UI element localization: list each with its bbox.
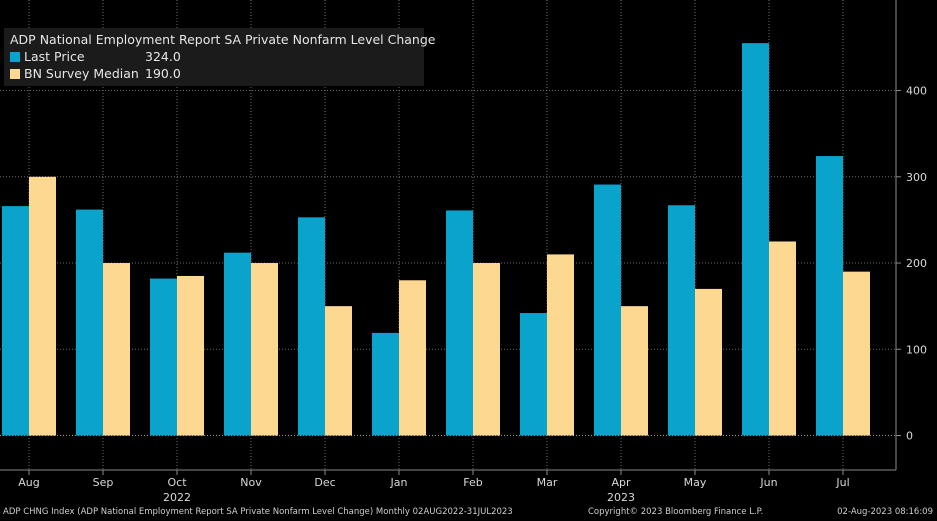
bar-last-price [150, 278, 177, 436]
bar-last-price [224, 252, 251, 436]
bar-last-price [520, 313, 547, 436]
x-tick-label: Nov [240, 476, 262, 489]
bar-survey-median [177, 275, 204, 436]
x-tick-label: Aug [18, 476, 39, 489]
bar-survey-median [769, 241, 796, 436]
y-tick-label: 100 [906, 343, 927, 356]
legend-entry-last-price: Last Price 324.0 [10, 49, 181, 64]
bar-survey-median [473, 263, 500, 436]
legend: ADP National Employment Report SA Privat… [4, 28, 435, 86]
chart-title: ADP National Employment Report SA Privat… [10, 32, 436, 47]
bar-survey-median [621, 306, 648, 436]
legend-swatch-survey-median [10, 69, 20, 79]
legend-label-last-price: Last Price [24, 49, 85, 64]
bar-survey-median [325, 306, 352, 436]
bar-last-price [594, 184, 621, 436]
x-tick-label: Oct [167, 476, 187, 489]
bar-last-price [372, 332, 399, 436]
x-tick-label: Jan [390, 476, 408, 489]
bar-survey-median [695, 288, 722, 436]
footer-timestamp: 02-Aug-2023 08:16:09 [837, 507, 933, 517]
bar-survey-median [103, 263, 130, 436]
bar-last-price [76, 209, 103, 436]
legend-value-survey-median: 190.0 [145, 66, 181, 81]
bar-last-price [2, 206, 29, 436]
bar-last-price [668, 205, 695, 436]
footer-copyright: Copyright© 2023 Bloomberg Finance L.P. [588, 507, 764, 517]
legend-entry-survey-median: BN Survey Median 190.0 [10, 66, 181, 81]
y-tick-label: 200 [906, 257, 927, 270]
footer-source: ADP CHNG Index (ADP National Employment … [3, 507, 513, 517]
y-tick-label: 400 [906, 85, 927, 98]
legend-swatch-last-price [10, 52, 20, 62]
x-tick-label: Mar [537, 476, 558, 489]
x-tick-label: Dec [314, 476, 335, 489]
bar-last-price [298, 217, 325, 436]
x-tick-label: Jul [835, 476, 849, 489]
x-tick-label: Sep [93, 476, 114, 489]
x-tick-label: Jun [759, 476, 777, 489]
legend-value-last-price: 324.0 [145, 49, 181, 64]
bar-survey-median [29, 176, 56, 436]
y-tick-label: 300 [906, 171, 927, 184]
legend-label-survey-median: BN Survey Median [24, 66, 139, 81]
bar-last-price [816, 156, 843, 436]
bar-survey-median [547, 254, 574, 436]
x-tick-label: May [684, 476, 707, 489]
bar-last-price [446, 210, 473, 436]
bar-survey-median [399, 280, 426, 436]
y-tick-label: 0 [906, 430, 913, 443]
year-label: 2022 [163, 491, 191, 504]
year-label: 2023 [607, 491, 635, 504]
bar-survey-median [843, 271, 870, 436]
x-tick-label: Apr [611, 476, 631, 489]
bar-last-price [742, 43, 769, 436]
x-tick-label: Feb [463, 476, 482, 489]
bar-survey-median [251, 263, 278, 436]
